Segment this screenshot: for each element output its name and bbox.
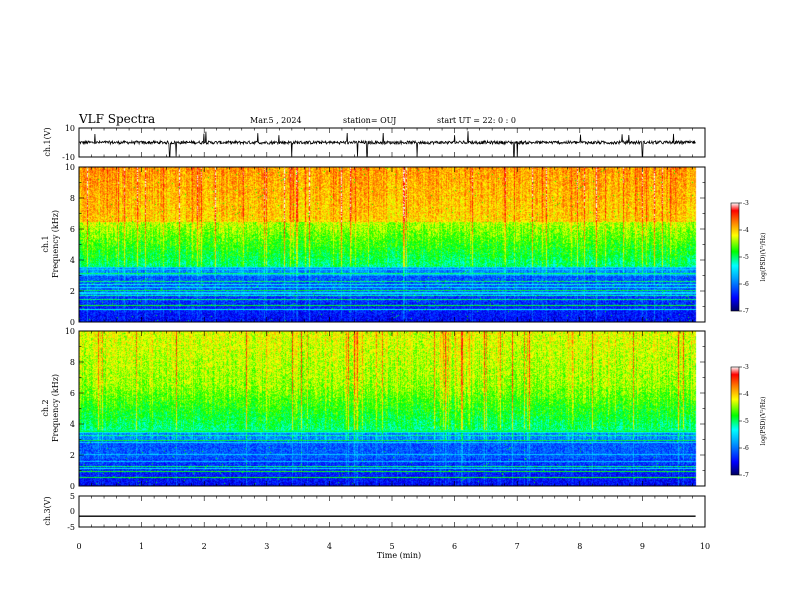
ch1-ytick-6: 6: [70, 225, 75, 234]
ch1-waveform-panel: 10 -10 ch.1(V): [43, 124, 706, 162]
ch2-ytick-0: 0: [70, 482, 75, 491]
xtick-10: 10: [700, 542, 710, 551]
ch2-colorbar: [730, 366, 740, 476]
ch2-spectrogram-label: ch.2: [41, 399, 50, 416]
start-time-label: start UT = 22: 0 : 0: [437, 116, 516, 125]
ch1-cb-tick-neg5: -5: [743, 254, 749, 261]
station-label: station= OUJ: [343, 116, 396, 125]
figure-title: VLF Spectra: [78, 112, 155, 126]
ch1-spectrogram-panel: 10 8 6 4 2 0 ch.1 Frequency (kHz) -3 -4 …: [41, 163, 767, 327]
ch1-waveform-ylabel: ch.1(V): [43, 127, 52, 156]
ch2-spectrogram-image: [79, 331, 705, 486]
ch1-colorbar: [730, 202, 740, 312]
ch3-ytick-5: 5: [70, 492, 75, 501]
ch1-frequency-label: Frequency (kHz): [51, 210, 60, 278]
ch1-ytick-10: 10: [65, 163, 75, 172]
ch1-ytick-neg10: -10: [62, 153, 75, 162]
xtick-2: 2: [202, 542, 207, 551]
ch3-waveform-panel: 5 0 -5 ch.3(V) 0 1 2 3 4 5 6 7 8 9 10 Ti…: [43, 492, 710, 560]
ch2-spectrogram-panel: 10 8 6 4 2 0 ch.2 Frequency (kHz) -3 -4 …: [41, 327, 767, 491]
xtick-8: 8: [577, 542, 582, 551]
xtick-3: 3: [264, 542, 269, 551]
ch1-cb-tick-neg4: -4: [743, 227, 749, 234]
ch2-cb-tick-neg6: -6: [743, 445, 749, 452]
ch1-cb-tick-neg6: -6: [743, 281, 749, 288]
xtick-6: 6: [452, 542, 457, 551]
ch3-ytick-neg5: -5: [67, 523, 75, 532]
ch2-cb-tick-neg5: -5: [743, 418, 749, 425]
date-label: Mar.5 , 2024: [250, 116, 302, 125]
ch3-waveform-ylabel: ch.3(V): [43, 496, 52, 525]
xtick-4: 4: [327, 542, 332, 551]
ch2-frequency-label: Frequency (kHz): [51, 374, 60, 442]
ch1-ytick-4: 4: [70, 256, 75, 265]
ch2-ytick-8: 8: [70, 358, 75, 367]
ch1-ytick-10: 10: [65, 124, 75, 133]
ch1-cb-tick-neg3: -3: [743, 200, 749, 207]
x-axis-label: Time (min): [377, 551, 421, 560]
ch1-cb-tick-neg7: -7: [743, 308, 749, 315]
xtick-7: 7: [515, 542, 520, 551]
ch1-ytick-8: 8: [70, 194, 75, 203]
ch1-colorbar-label: log(PSD)(V²/Hz): [760, 233, 767, 282]
ch1-spectrogram-image: [79, 167, 705, 322]
ch2-colorbar-label: log(PSD)(V²/Hz): [760, 397, 767, 446]
ch1-ytick-2: 2: [70, 287, 75, 296]
ch2-ytick-4: 4: [70, 420, 75, 429]
xtick-5: 5: [389, 542, 394, 551]
ch1-waveform-line: [78, 131, 696, 157]
ch2-cb-tick-neg7: -7: [743, 472, 749, 479]
xtick-9: 9: [640, 542, 645, 551]
ch2-ytick-10: 10: [65, 327, 75, 336]
ch2-cb-tick-neg3: -3: [743, 364, 749, 371]
ch1-ytick-0: 0: [70, 318, 75, 327]
ch1-spectrogram-label: ch.1: [41, 235, 50, 252]
xtick-1: 1: [139, 542, 144, 551]
ch2-ytick-2: 2: [70, 451, 75, 460]
ch2-cb-tick-neg4: -4: [743, 391, 749, 398]
ch2-ytick-6: 6: [70, 389, 75, 398]
ch3-ytick-0: 0: [70, 507, 75, 516]
xtick-0: 0: [76, 542, 81, 551]
